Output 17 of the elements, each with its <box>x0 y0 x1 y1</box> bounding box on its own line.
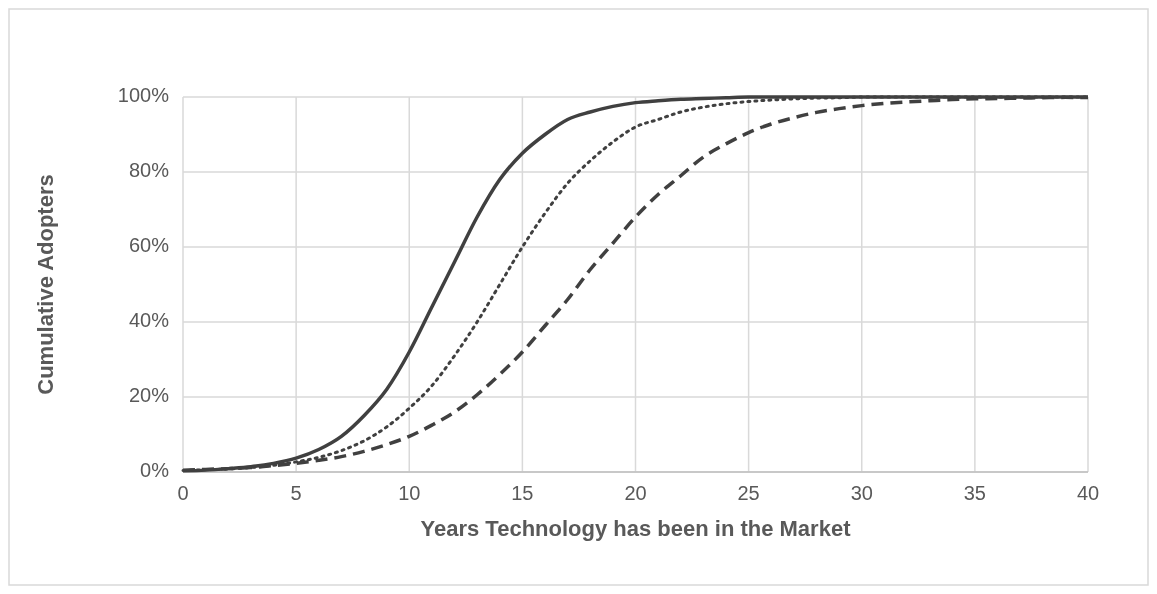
x-tick-label: 5 <box>290 482 302 504</box>
x-tick-label: 10 <box>398 482 421 504</box>
x-tick-label: 0 <box>177 482 189 504</box>
x-axis-title: Years Technology has been in the Market <box>420 516 852 541</box>
y-tick-label: 60% <box>128 234 170 257</box>
y-axis-title: Cumulative Adopters <box>33 174 58 395</box>
x-tick-label: 15 <box>511 482 534 504</box>
x-tick-label: 40 <box>1076 482 1100 504</box>
y-tick-label: 100% <box>117 84 170 107</box>
y-tick-label: 40% <box>128 309 170 332</box>
x-tick-label: 20 <box>624 482 647 504</box>
y-tick-label: 20% <box>128 384 170 407</box>
y-tick-label: 0% <box>140 459 170 482</box>
x-tick-label: 30 <box>850 482 873 504</box>
x-tick-label: 25 <box>737 482 760 504</box>
x-tick-label: 35 <box>963 482 986 504</box>
y-tick-label: 80% <box>128 159 170 182</box>
